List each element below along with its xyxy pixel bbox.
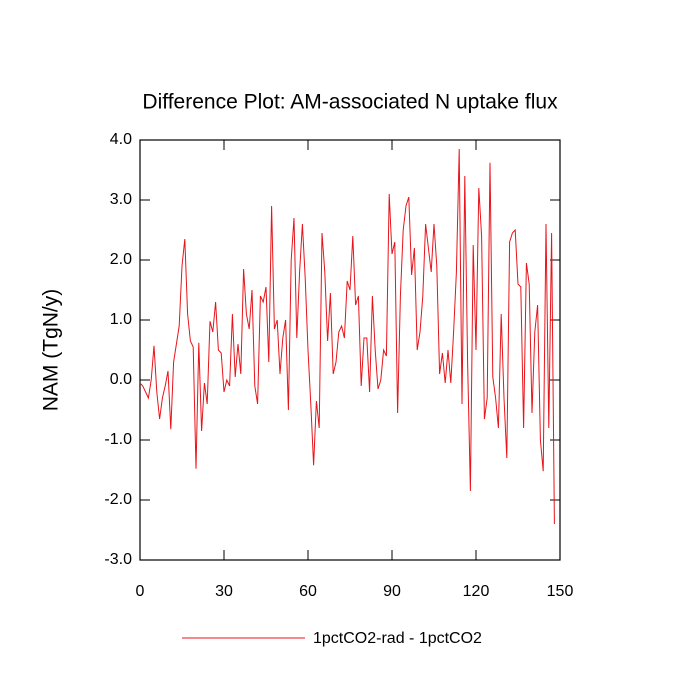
chart-title: Difference Plot: AM-associated N uptake … (142, 91, 558, 114)
data-line (139, 148, 555, 525)
y-tick-label: 1.0 (110, 311, 132, 328)
x-tick-label: 120 (463, 583, 490, 600)
x-tick-label: 150 (547, 583, 574, 600)
y-tick-label: 2.0 (110, 251, 132, 268)
plot-frame (139, 139, 561, 561)
y-tick-label: 3.0 (110, 191, 132, 208)
y-axis-label: NAM (TgN/y) (40, 289, 63, 412)
y-tick-label: -3.0 (104, 551, 132, 568)
y-tick-label: 4.0 (110, 131, 132, 148)
x-tick-label: 30 (215, 583, 233, 600)
y-tick-label: -1.0 (104, 431, 132, 448)
x-tick-label: 0 (136, 583, 145, 600)
y-tick-label: 0.0 (110, 371, 132, 388)
legend-label: 1pctCO2-rad - 1pctCO2 (313, 630, 482, 647)
x-tick-label: 60 (299, 583, 317, 600)
x-tick-label: 90 (383, 583, 401, 600)
y-tick-label: -2.0 (104, 491, 132, 508)
